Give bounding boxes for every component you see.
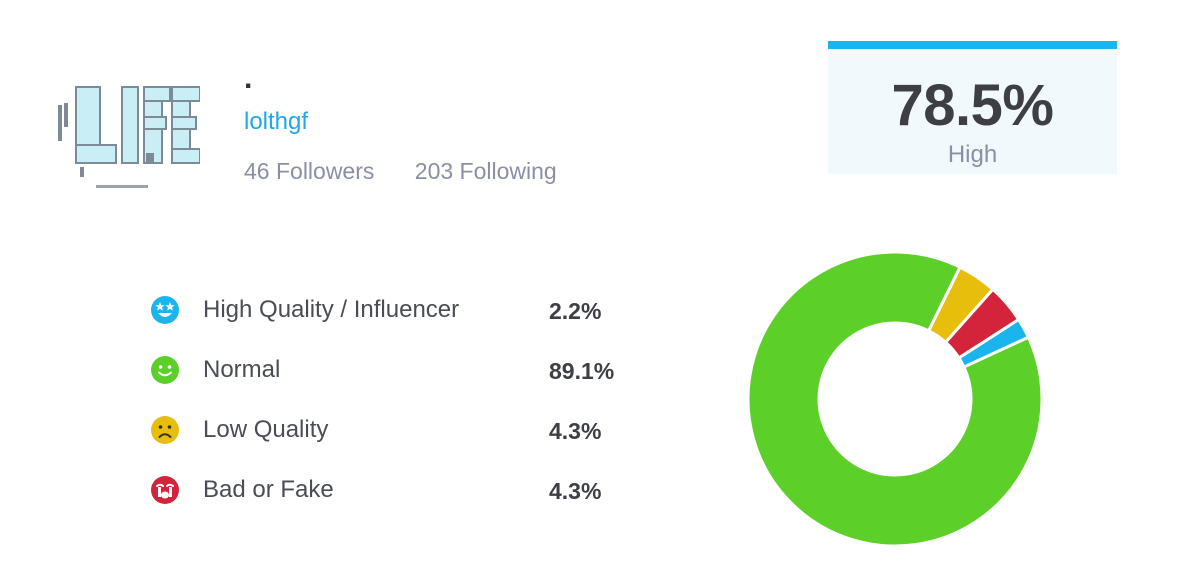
legend-value: 2.2% [549, 298, 602, 324]
legend-label: Bad or Fake [203, 476, 334, 503]
donut-slice-normal [746, 250, 1044, 548]
profile-handle-link[interactable]: lolthgf [244, 108, 309, 135]
profile-stats: 46 Followers 203 Following [244, 158, 591, 185]
legend-row-high-quality: High Quality / Influencer 2.2% [150, 290, 650, 330]
frown-face-icon [150, 415, 180, 445]
legend-value: 89.1% [549, 358, 615, 384]
following-count: 203 Following [414, 158, 557, 184]
score-value: 78.5% [891, 73, 1054, 138]
legend-label: Low Quality [203, 416, 329, 443]
avatar [46, 75, 201, 205]
legend-label: Normal [203, 356, 281, 383]
followers-count: 46 Followers [244, 158, 375, 184]
legend-row-low-quality: Low Quality 4.3% [150, 410, 650, 450]
legend-row-bad-or-fake: Bad or Fake 4.3% [150, 470, 650, 510]
star-eyes-face-icon [150, 295, 180, 325]
smile-face-icon [150, 355, 180, 385]
score-card: 78.5% High [828, 41, 1117, 174]
audience-donut-chart [746, 250, 1044, 548]
score-label: High [947, 141, 998, 168]
legend-value: 4.3% [549, 478, 602, 504]
legend-label: High Quality / Influencer [203, 296, 460, 323]
legend-row-normal: Normal 89.1% [150, 350, 650, 390]
crying-face-icon [150, 475, 180, 505]
legend-value: 4.3% [549, 418, 602, 444]
profile-name: . [244, 62, 253, 95]
avatar-image [46, 75, 201, 205]
